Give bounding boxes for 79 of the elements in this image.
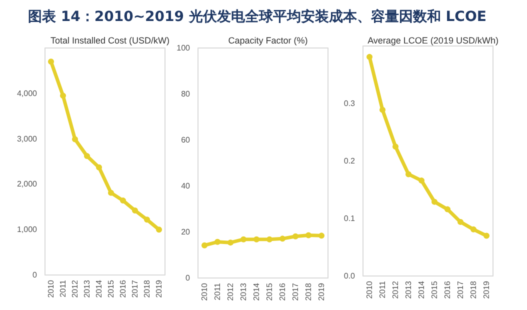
x-tick-label: 2012 <box>226 282 235 301</box>
x-tick-label: 2013 <box>404 280 413 299</box>
point <box>280 236 286 242</box>
text: 图表 14：2010~2019 光伏发电全球平均安装成本、容量因数和 LCOE <box>28 8 486 26</box>
x-tick-label: 2017 <box>130 279 140 298</box>
point <box>120 198 126 204</box>
x-tick-label: 2018 <box>304 282 313 301</box>
x-tick-label: 2018 <box>469 280 478 299</box>
x-tick-label: 2019 <box>317 282 326 301</box>
x-tick-label: 2011 <box>378 280 387 298</box>
x-tick-label: 2013 <box>239 282 248 301</box>
x-tick-label: 2015 <box>430 280 439 299</box>
point <box>228 240 234 246</box>
chart-title: Average LCOE (2019 USD/kWh) <box>368 36 498 46</box>
x-tick-label: 2010 <box>46 279 56 298</box>
x-tick-label: 2017 <box>291 282 300 301</box>
x-tick-label: 2014 <box>94 279 104 298</box>
point <box>484 232 490 239</box>
x-tick-label: 2015 <box>265 282 274 301</box>
y-tick-label: 0 <box>32 270 38 280</box>
point <box>306 232 312 238</box>
x-tick-label: 2018 <box>142 279 152 298</box>
chart-title: Total Installed Cost (USD/kW) <box>50 36 170 46</box>
x-tick-label: 2014 <box>252 282 261 301</box>
point <box>132 208 138 214</box>
x-tick-label: 2011 <box>58 279 68 298</box>
point <box>96 164 102 170</box>
x-tick-label: 2013 <box>82 279 92 298</box>
x-tick-label: 2019 <box>482 280 491 299</box>
point <box>318 232 324 239</box>
x-tick-label: 2010 <box>365 280 374 299</box>
point <box>48 58 54 65</box>
y-tick-label: 40 <box>181 182 191 190</box>
point <box>292 233 298 240</box>
y-tick-label: 60 <box>181 136 191 144</box>
chart-title: Capacity Factor (%) <box>228 36 308 46</box>
point <box>72 136 78 142</box>
x-tick-label: 2011 <box>213 282 222 300</box>
x-tick-label: 2010 <box>200 282 209 301</box>
point <box>84 153 90 160</box>
point <box>444 206 450 212</box>
point <box>156 226 162 233</box>
y-tick-label: 4,000 <box>16 88 38 98</box>
point <box>108 190 114 196</box>
point <box>418 178 424 184</box>
y-tick-label: 0.1 <box>344 214 356 223</box>
y-tick-label: 2,000 <box>16 180 38 189</box>
x-tick-label: 2016 <box>443 280 452 299</box>
point <box>406 171 412 178</box>
x-tick-label: 2019 <box>154 279 164 298</box>
point <box>254 236 260 242</box>
y-tick-label: 0.0 <box>344 272 356 280</box>
y-tick-label: 80 <box>181 90 191 98</box>
point <box>458 218 464 225</box>
x-tick-label: 2017 <box>456 280 465 299</box>
point <box>144 216 150 223</box>
point <box>202 242 208 248</box>
point <box>470 226 476 232</box>
y-tick-label: 100 <box>176 44 191 52</box>
point <box>60 92 66 99</box>
x-tick-label: 2015 <box>106 279 116 298</box>
point <box>380 106 386 113</box>
y-tick-label: 20 <box>181 228 191 236</box>
x-tick-label: 2014 <box>417 280 426 299</box>
y-tick-label: 0.3 <box>344 99 356 108</box>
point <box>432 198 438 205</box>
y-tick-label: 0 <box>186 274 191 282</box>
y-tick-label: 0.2 <box>344 156 356 166</box>
x-tick-label: 2012 <box>70 279 80 298</box>
x-tick-label: 2016 <box>118 279 128 298</box>
y-tick-label: 1,000 <box>16 225 38 234</box>
point <box>240 236 246 242</box>
y-tick-label: 3,000 <box>16 134 38 144</box>
x-tick-label: 2016 <box>278 282 287 301</box>
point <box>392 144 398 150</box>
point <box>366 54 372 60</box>
point <box>266 236 272 242</box>
point <box>214 238 220 245</box>
x-tick-label: 2012 <box>391 280 400 299</box>
